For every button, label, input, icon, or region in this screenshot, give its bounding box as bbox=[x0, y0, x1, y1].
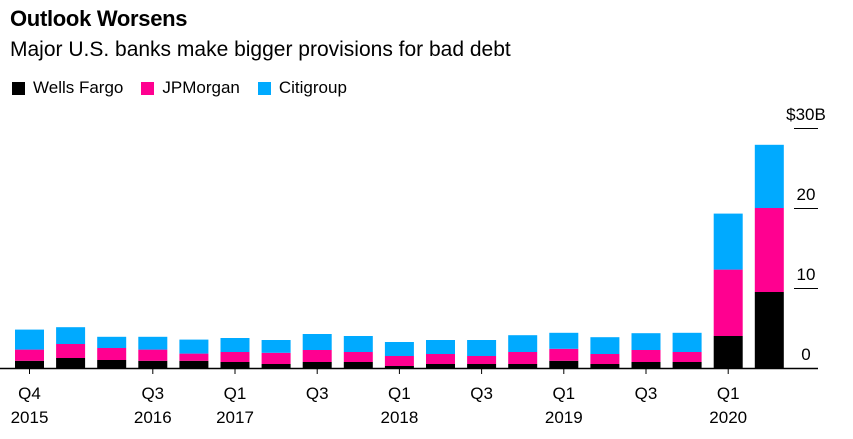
x-tick-label-year: 2015 bbox=[11, 408, 49, 427]
bar-segment-jpmorgan bbox=[590, 354, 620, 364]
bar-segment-jpmorgan bbox=[631, 350, 661, 362]
bar-segment-jpmorgan bbox=[549, 348, 579, 361]
x-tick-label: Q3 bbox=[635, 384, 658, 403]
bar-segment-wells-fargo bbox=[467, 364, 497, 368]
bar-segment-citigroup bbox=[138, 336, 168, 350]
x-tick-label-year: 2016 bbox=[134, 408, 172, 427]
chart-subtitle: Major U.S. banks make bigger provisions … bbox=[10, 38, 511, 61]
legend-swatch-wells-fargo bbox=[12, 81, 25, 95]
x-tick-label-year: 2019 bbox=[545, 408, 583, 427]
x-tick-label-year: 2020 bbox=[709, 408, 747, 427]
bar-segment-jpmorgan bbox=[343, 352, 373, 362]
bar-segment-citigroup bbox=[672, 332, 702, 352]
x-tick-label: Q3 bbox=[470, 384, 493, 403]
bar-segment-wells-fargo bbox=[672, 362, 702, 368]
x-tick-label-year: 2018 bbox=[380, 408, 418, 427]
bar-segment-jpmorgan bbox=[220, 352, 250, 362]
x-tick-label: Q3 bbox=[306, 384, 329, 403]
bar-segment-wells-fargo bbox=[508, 364, 538, 368]
bar-segment-citigroup bbox=[631, 333, 661, 350]
bar-segment-wells-fargo bbox=[631, 362, 661, 368]
bar-segment-jpmorgan bbox=[179, 353, 209, 361]
bar-segment-citigroup bbox=[549, 332, 579, 349]
legend-label-wells-fargo: Wells Fargo bbox=[33, 78, 124, 97]
bars-group bbox=[15, 144, 784, 368]
y-tick-label: $30B bbox=[786, 105, 826, 124]
x-tick-label: Q1 bbox=[388, 384, 411, 403]
bar-segment-wells-fargo bbox=[97, 360, 127, 368]
bar-segment-citigroup bbox=[56, 327, 86, 344]
bar-segment-jpmorgan bbox=[302, 350, 332, 362]
bar-segment-citigroup bbox=[754, 144, 784, 208]
x-tick-label-year: 2017 bbox=[216, 408, 254, 427]
bar-segment-jpmorgan bbox=[754, 208, 784, 292]
bar-segment-wells-fargo bbox=[754, 292, 784, 368]
bar-segment-citigroup bbox=[426, 340, 455, 354]
bar-segment-jpmorgan bbox=[56, 344, 86, 358]
bar-segment-wells-fargo bbox=[15, 360, 44, 368]
legend-swatch-jpmorgan bbox=[141, 81, 155, 95]
bar-segment-wells-fargo bbox=[713, 336, 743, 368]
bar-segment-citigroup bbox=[261, 340, 291, 353]
bar-segment-jpmorgan bbox=[426, 354, 455, 364]
x-tick-label: Q1 bbox=[224, 384, 247, 403]
bar-segment-citigroup bbox=[384, 342, 414, 356]
bar-segment-jpmorgan bbox=[261, 352, 291, 364]
legend-item-jpmorgan: JPMorgan bbox=[141, 78, 240, 98]
x-tick-label: Q1 bbox=[552, 384, 575, 403]
bar-segment-citigroup bbox=[179, 339, 209, 354]
bar-segment-citigroup bbox=[343, 336, 373, 352]
bar-segment-jpmorgan bbox=[15, 349, 44, 361]
bar-segment-wells-fargo bbox=[56, 358, 86, 368]
bar-segment-citigroup bbox=[220, 338, 250, 352]
bar-segment-citigroup bbox=[590, 337, 620, 354]
x-axis: Q4 2015 Q3 2016 Q1 2017 Q3 Q1 2018 Q3 Q1 2019 Q3 Q1 20… bbox=[0, 367, 818, 427]
legend-label-jpmorgan: JPMorgan bbox=[162, 78, 240, 97]
bar-segment-jpmorgan bbox=[384, 356, 414, 366]
bar-segment-wells-fargo bbox=[302, 362, 332, 368]
bar-segment-citigroup bbox=[15, 329, 44, 350]
x-tick-label: Q4 bbox=[18, 384, 41, 403]
bar-segment-citigroup bbox=[713, 213, 743, 270]
bar-segment-citigroup bbox=[97, 336, 127, 348]
bar-segment-wells-fargo bbox=[590, 364, 620, 368]
bar-segment-wells-fargo bbox=[179, 360, 209, 368]
y-tick-label: 0 bbox=[801, 345, 810, 364]
legend-swatch-citigroup bbox=[257, 81, 271, 95]
bar-segment-jpmorgan bbox=[97, 348, 127, 360]
chart-title: Outlook Worsens bbox=[10, 6, 188, 31]
bar-segment-citigroup bbox=[302, 334, 332, 350]
bar-segment-wells-fargo bbox=[220, 362, 250, 368]
bar-segment-wells-fargo bbox=[261, 364, 291, 368]
bar-segment-jpmorgan bbox=[713, 269, 743, 336]
bar-segment-wells-fargo bbox=[549, 360, 579, 368]
y-axis: 0 10 20 $30B bbox=[786, 105, 826, 364]
bar-segment-wells-fargo bbox=[138, 360, 168, 368]
bar-segment-citigroup bbox=[508, 335, 538, 352]
bar-segment-jpmorgan bbox=[508, 352, 538, 364]
bar-segment-jpmorgan bbox=[672, 352, 702, 362]
y-tick-label: 20 bbox=[797, 185, 816, 204]
bar-segment-wells-fargo bbox=[343, 362, 373, 368]
legend-label-citigroup: Citigroup bbox=[278, 78, 347, 97]
x-tick-label: Q1 bbox=[717, 384, 740, 403]
legend-item-wells-fargo: Wells Fargo bbox=[12, 78, 123, 98]
x-tick-label: Q3 bbox=[141, 384, 164, 403]
legend: Wells Fargo JPMorgan Citigroup bbox=[12, 78, 347, 98]
legend-item-citigroup: Citigroup bbox=[257, 78, 347, 98]
y-tick-label: 10 bbox=[797, 265, 816, 284]
bar-segment-jpmorgan bbox=[467, 356, 497, 364]
bar-segment-wells-fargo bbox=[384, 366, 414, 368]
bar-segment-jpmorgan bbox=[138, 349, 168, 361]
bar-segment-citigroup bbox=[467, 340, 497, 356]
bar-segment-wells-fargo bbox=[426, 364, 455, 368]
